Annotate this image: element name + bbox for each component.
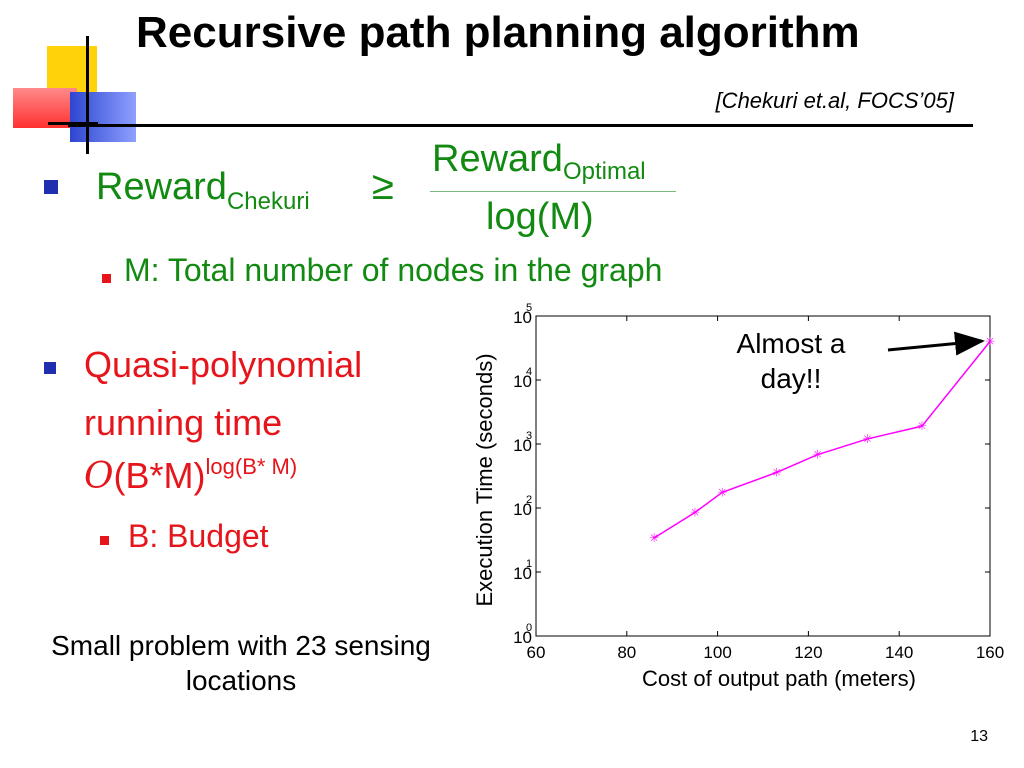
page-number: 13	[970, 728, 988, 745]
y-tick-label: 10	[513, 308, 532, 327]
complexity-exponent: log(B* M)	[205, 454, 298, 479]
title-rule	[68, 124, 973, 127]
data-point: ✳	[917, 419, 927, 433]
b-definition: B: Budget	[128, 518, 269, 554]
formula-denominator: log(M)	[486, 196, 594, 238]
plot-frame	[535, 315, 991, 637]
x-tick-label: 160	[976, 643, 1004, 662]
formula-numerator: RewardOptimal	[432, 138, 646, 186]
formula-lhs-sub: Chekuri	[226, 188, 310, 215]
quasi-line-1: Quasi-polynomial	[84, 344, 363, 385]
formula-lhs-main: Reward	[96, 166, 227, 208]
complexity-base: (B*M)	[113, 455, 206, 496]
data-point: ✳	[985, 334, 995, 348]
x-tick-label: 60	[527, 643, 546, 662]
x-tick-label: 80	[617, 643, 636, 662]
quasi-line-2: running time	[84, 402, 283, 443]
y-tick-exponent: 3	[526, 430, 532, 442]
complexity-expression: O(B*M)log(B* M)	[84, 454, 297, 497]
y-tick-exponent: 4	[526, 366, 532, 378]
x-tick-label: 120	[794, 643, 822, 662]
data-point: ✳	[717, 485, 727, 499]
formula-relation: ≥	[372, 164, 394, 208]
big-o-symbol: O	[84, 456, 114, 497]
y-tick-label: 10	[513, 436, 532, 455]
x-axis-label: Cost of output path (meters)	[642, 666, 916, 691]
slide-title: Recursive path planning algorithm	[136, 8, 860, 57]
data-point: ✳	[812, 448, 822, 462]
sub-bullet-marker	[100, 536, 109, 545]
y-tick-exponent: 1	[526, 558, 532, 570]
callout-text: Almost a day!!	[736, 328, 846, 394]
y-tick-exponent: 5	[526, 302, 532, 314]
x-tick-label: 100	[703, 643, 731, 662]
formula-lhs: RewardChekuri	[96, 166, 310, 216]
callout-arrow	[887, 331, 985, 356]
y-tick-exponent: 0	[526, 622, 532, 634]
formula-num-main: Reward	[432, 138, 563, 180]
bullet-marker	[44, 362, 56, 374]
chart-caption: Small problem with 23 sensing locations	[51, 630, 431, 696]
bullet-marker	[44, 180, 58, 194]
y-axis-label: Execution Time (seconds)	[472, 353, 497, 606]
series-line	[653, 340, 991, 539]
y-tick-label: 10	[513, 564, 532, 583]
formula-num-sub: Optimal	[562, 158, 646, 185]
data-point: ✳	[862, 432, 872, 446]
data-point: ✳	[649, 531, 659, 545]
sub-bullet-marker	[102, 274, 111, 283]
data-point: ✳	[772, 465, 782, 479]
x-tick-label: 140	[885, 643, 913, 662]
y-tick-exponent: 2	[526, 494, 532, 506]
decorative-logo	[0, 0, 140, 160]
data-point: ✳	[690, 506, 700, 520]
m-definition: M: Total number of nodes in the graph	[124, 252, 663, 288]
fraction-bar	[430, 191, 676, 192]
y-tick-label: 10	[513, 628, 532, 647]
y-tick-label: 10	[513, 372, 532, 391]
y-tick-label: 10	[513, 500, 532, 519]
citation: [Chekuri et.al, FOCS’05]	[715, 88, 954, 113]
